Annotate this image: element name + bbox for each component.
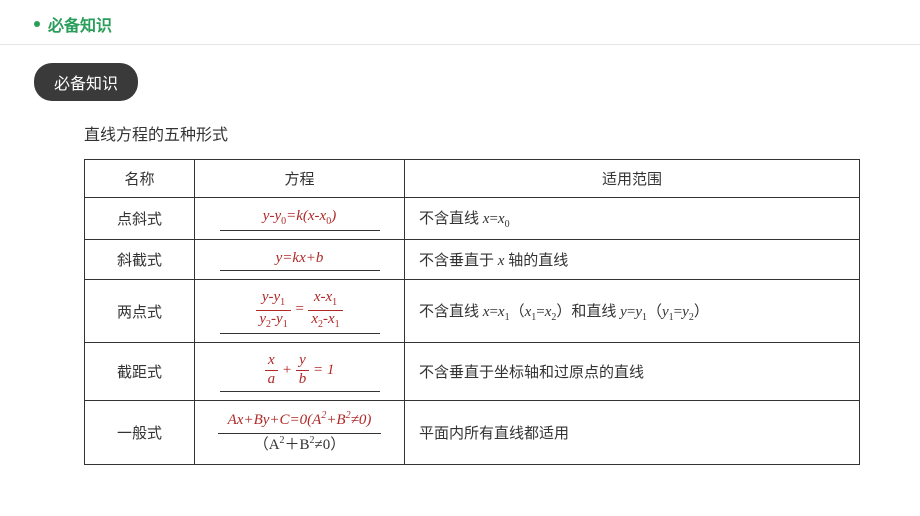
cell-scope: 不含直线 x=x1（x1=x2）和直线 y=y1（y1=y2） xyxy=(405,280,860,343)
table-row: 点斜式y-y0=k(x-x0)不含直线 x=x0 xyxy=(85,198,860,240)
cell-name: 点斜式 xyxy=(85,198,195,240)
cell-scope: 不含垂直于坐标轴和过原点的直线 xyxy=(405,343,860,401)
cell-name: 截距式 xyxy=(85,343,195,401)
col-header-equation: 方程 xyxy=(195,160,405,198)
cell-equation: y-y1y2-y1 = x-x1x2-x1 xyxy=(195,280,405,343)
table-row: 两点式y-y1y2-y1 = x-x1x2-x1不含直线 x=x1（x1=x2）… xyxy=(85,280,860,343)
cell-equation: Ax+By+C=0(A2+B2≠0)（A2＋B2≠0） xyxy=(195,400,405,464)
table-row: 斜截式y=kx+b不含垂直于 x 轴的直线 xyxy=(85,240,860,280)
table-row: 截距式xa + yb = 1不含垂直于坐标轴和过原点的直线 xyxy=(85,343,860,401)
forms-table: 名称 方程 适用范围 点斜式y-y0=k(x-x0)不含直线 x=x0斜截式y=… xyxy=(84,159,860,465)
col-header-name: 名称 xyxy=(85,160,195,198)
bullet-icon xyxy=(34,21,40,27)
cell-name: 两点式 xyxy=(85,280,195,343)
table-body: 点斜式y-y0=k(x-x0)不含直线 x=x0斜截式y=kx+b不含垂直于 x… xyxy=(85,198,860,465)
col-header-scope: 适用范围 xyxy=(405,160,860,198)
table-row: 一般式Ax+By+C=0(A2+B2≠0)（A2＋B2≠0）平面内所有直线都适用 xyxy=(85,400,860,464)
table-header-row: 名称 方程 适用范围 xyxy=(85,160,860,198)
top-header: 必备知识 xyxy=(0,0,920,45)
content-area: 直线方程的五种形式 名称 方程 适用范围 点斜式y-y0=k(x-x0)不含直线… xyxy=(0,101,920,465)
top-title: 必备知识 xyxy=(48,12,112,36)
cell-equation: y-y0=k(x-x0) xyxy=(195,198,405,240)
section-title: 直线方程的五种形式 xyxy=(84,121,860,145)
cell-name: 一般式 xyxy=(85,400,195,464)
cell-equation: y=kx+b xyxy=(195,240,405,280)
cell-scope: 不含垂直于 x 轴的直线 xyxy=(405,240,860,280)
cell-scope: 平面内所有直线都适用 xyxy=(405,400,860,464)
cell-name: 斜截式 xyxy=(85,240,195,280)
cell-equation: xa + yb = 1 xyxy=(195,343,405,401)
cell-scope: 不含直线 x=x0 xyxy=(405,198,860,240)
pill-label: 必备知识 xyxy=(34,63,138,101)
